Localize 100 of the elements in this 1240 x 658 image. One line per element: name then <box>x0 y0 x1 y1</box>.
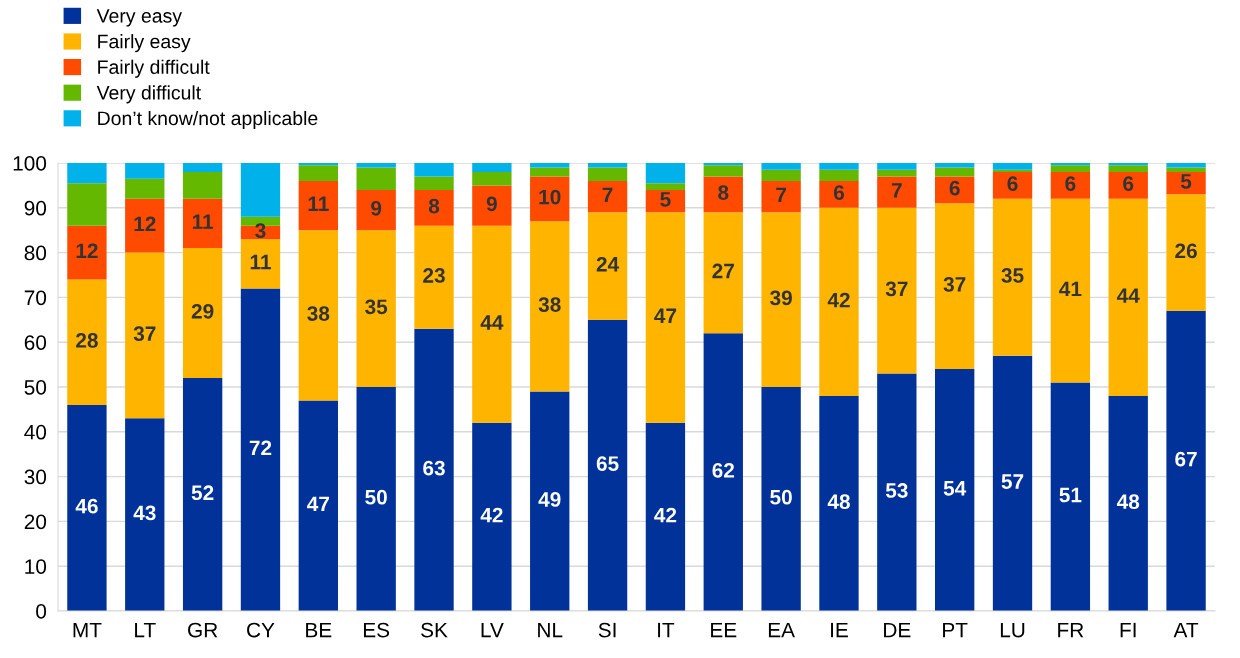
bar <box>414 189 454 226</box>
bar <box>414 328 454 611</box>
y-tick-label: 60 <box>24 335 47 350</box>
bar <box>356 189 396 231</box>
x-tick-label: EA <box>768 622 795 638</box>
bar <box>1166 163 1206 168</box>
x-tick-label: MT <box>73 622 102 638</box>
bar <box>645 163 686 184</box>
bar <box>877 176 917 208</box>
data-label: 47 <box>307 496 329 512</box>
legend-label: Fairly difficult <box>98 59 210 78</box>
bar <box>761 169 801 181</box>
bar <box>182 171 223 199</box>
data-label: 43 <box>133 505 156 521</box>
data-label: 48 <box>1116 494 1140 510</box>
data-label: 41 <box>1059 281 1082 297</box>
x-tick-label: LU <box>1000 622 1025 638</box>
bar <box>587 212 628 320</box>
y-tick-label: 100 <box>13 156 47 171</box>
data-label: 42 <box>654 507 677 523</box>
bar <box>1166 194 1206 311</box>
legend-label: Very easy <box>96 9 182 27</box>
bar <box>819 169 859 181</box>
data-label: 44 <box>1116 288 1140 303</box>
data-label: 7 <box>891 183 902 198</box>
data-label: 6 <box>1123 176 1134 191</box>
data-label: 5 <box>660 192 671 207</box>
bar <box>67 225 107 280</box>
bar <box>67 183 107 226</box>
bar <box>356 387 396 611</box>
bar <box>819 163 859 170</box>
data-label: 37 <box>885 281 908 297</box>
data-label: 38 <box>307 306 330 321</box>
data-label: 9 <box>371 200 382 216</box>
bar <box>1166 167 1206 172</box>
bar <box>1108 395 1148 611</box>
data-label: 27 <box>712 263 734 279</box>
x-tick-label: EE <box>711 622 737 638</box>
x-tick-label: GR <box>188 622 218 638</box>
bar <box>935 203 975 370</box>
data-label: 7 <box>602 187 613 202</box>
bar <box>703 333 743 611</box>
x-tick-label: ES <box>363 622 390 638</box>
bar <box>67 163 107 184</box>
bar <box>935 176 975 204</box>
y-tick-label: 80 <box>24 245 47 261</box>
x-tick-label: FI <box>1120 622 1136 638</box>
bar <box>761 163 801 170</box>
bar <box>472 171 512 186</box>
bar <box>530 176 570 222</box>
data-label: 49 <box>538 492 561 507</box>
bar <box>819 207 859 396</box>
bar <box>645 183 686 190</box>
bar <box>182 163 223 172</box>
bar <box>587 180 628 213</box>
bar <box>1050 382 1091 611</box>
data-label: 11 <box>250 254 271 270</box>
data-label: 6 <box>833 185 845 200</box>
x-tick-label: LT <box>135 622 156 638</box>
bar <box>1166 171 1206 195</box>
x-tick-label: SK <box>421 622 448 638</box>
data-label: 8 <box>718 185 729 200</box>
x-tick-label: PT <box>943 622 968 638</box>
bar <box>125 418 165 611</box>
data-label: 7 <box>776 187 786 202</box>
data-label: 47 <box>654 308 677 323</box>
bar <box>240 239 281 289</box>
data-label: 67 <box>1175 451 1197 467</box>
bar <box>472 225 512 423</box>
y-tick-label: 90 <box>24 200 47 216</box>
data-label: 12 <box>134 216 156 232</box>
y-tick-label: 20 <box>24 514 47 530</box>
data-label: 52 <box>191 485 214 501</box>
data-label: 63 <box>423 460 445 476</box>
x-tick-label: NL <box>538 622 563 638</box>
y-tick-label: 50 <box>24 380 47 395</box>
bar <box>240 163 281 217</box>
data-label: 11 <box>192 214 214 229</box>
data-label: 37 <box>133 326 156 342</box>
data-label: 6 <box>1007 176 1018 191</box>
bar <box>530 167 570 177</box>
bar <box>992 163 1033 170</box>
data-label: 6 <box>1065 176 1076 191</box>
x-tick-label: IT <box>658 622 675 638</box>
bar <box>877 373 917 611</box>
data-label: 10 <box>539 189 561 205</box>
bar <box>356 230 396 387</box>
data-label: 12 <box>76 243 98 258</box>
data-label: 53 <box>885 483 908 498</box>
bar <box>67 279 107 405</box>
data-label: 29 <box>191 303 214 319</box>
bar <box>935 167 975 177</box>
data-label: 6 <box>949 180 960 196</box>
bar <box>125 198 165 253</box>
x-tick-label: DE <box>884 622 911 638</box>
data-label: 50 <box>365 489 387 505</box>
y-tick-label: 70 <box>24 290 47 306</box>
data-label: 46 <box>75 498 98 514</box>
bar <box>935 369 975 611</box>
bar <box>1108 165 1148 172</box>
